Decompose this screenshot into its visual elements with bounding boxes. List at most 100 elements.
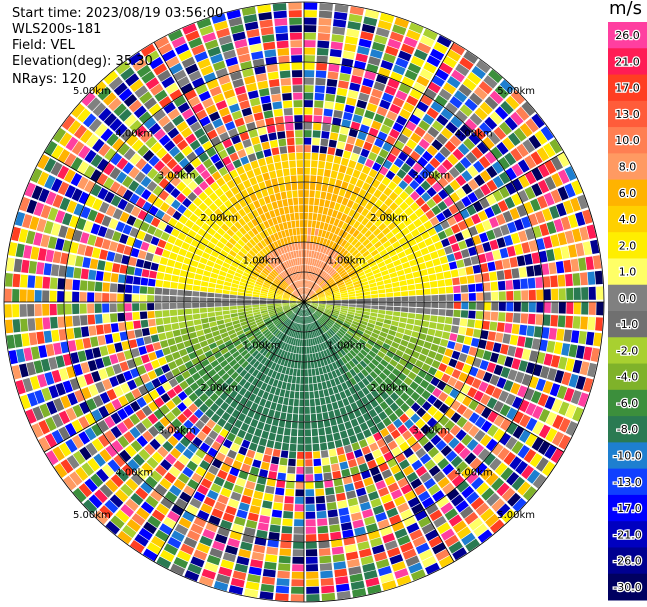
ray-gate [376, 363, 386, 372]
ray-gate [500, 100, 514, 115]
ray-gate [405, 397, 416, 407]
ray-gate [85, 442, 98, 456]
ray-gate [94, 303, 102, 313]
ray-gate [95, 381, 106, 394]
ray-gate [162, 347, 171, 356]
ray-gate [297, 182, 304, 190]
ray-gate [221, 411, 231, 422]
ray-gate [475, 462, 488, 476]
ray-gate [289, 302, 297, 305]
ray-gate [171, 395, 182, 406]
ray-gate [262, 315, 270, 321]
ray-gate [458, 326, 467, 335]
ray-gate [233, 211, 242, 221]
ray-gate [339, 288, 347, 293]
ray-gate [201, 425, 212, 436]
ray-gate [189, 497, 202, 509]
ray-gate [468, 293, 476, 301]
ray-gate [43, 220, 54, 235]
ray-gate [361, 281, 369, 287]
ray-gate [312, 313, 318, 320]
ray-gate [109, 376, 120, 388]
ray-gate [136, 435, 148, 448]
ray-gate [437, 346, 447, 355]
ray-gate [306, 579, 319, 587]
colorbar-tick-label: 17.0 [615, 82, 640, 95]
ray-gate [499, 432, 512, 446]
ray-gate [62, 239, 72, 253]
ray-gate [328, 280, 335, 286]
ray-gate [154, 310, 163, 318]
ray-gate [529, 350, 539, 363]
ray-gate [159, 416, 171, 428]
ray-gate [265, 156, 274, 165]
ray-gate [11, 226, 21, 242]
ray-gate [170, 199, 181, 210]
ray-gate [194, 248, 204, 257]
ray-gate [333, 561, 347, 570]
ray-gate [304, 167, 310, 175]
ray-gate [249, 466, 260, 476]
ray-gate [223, 456, 234, 466]
ray-gate [84, 478, 98, 493]
ray-gate [139, 91, 153, 104]
ray-gate [311, 296, 318, 300]
ray-gate [354, 355, 362, 363]
ray-gate [270, 225, 277, 234]
ray-gate [246, 332, 254, 339]
ray-gate [174, 357, 184, 367]
ray-gate [299, 316, 302, 324]
ray-gate [319, 327, 325, 334]
ray-gate [318, 296, 326, 299]
ray-gate [311, 304, 318, 308]
ray-gate [286, 288, 293, 294]
ray-gate [480, 183, 491, 196]
ray-gate [340, 326, 348, 333]
ray-gate [268, 289, 276, 293]
ray-gate [454, 129, 467, 142]
ray-gate [264, 375, 271, 384]
ray-gate [415, 313, 423, 320]
ray-gate [259, 134, 269, 143]
ray-gate [342, 475, 353, 485]
ray-gate [182, 397, 193, 407]
range-ring-label: 5.00km [497, 86, 535, 97]
ray-gate [222, 232, 232, 241]
ray-gate [117, 143, 131, 156]
ray-gate [423, 302, 431, 308]
ray-gate [484, 96, 499, 110]
ray-gate [233, 340, 242, 347]
ray-gate [128, 339, 138, 349]
ray-gate [418, 490, 431, 502]
ray-gate [219, 236, 228, 245]
ray-gate [366, 383, 375, 393]
ray-gate [528, 240, 538, 252]
ray-gate [365, 577, 380, 588]
ray-gate [314, 267, 319, 275]
ray-gate [229, 265, 237, 272]
ray-gate [558, 356, 568, 370]
ray-gate [8, 350, 18, 365]
ray-gate [361, 445, 371, 456]
ray-gate [121, 463, 135, 477]
ray-gate [341, 119, 351, 128]
ray-gate [172, 114, 185, 127]
ray-gate [193, 398, 204, 408]
ray-gate [430, 343, 439, 352]
ray-gate [470, 255, 480, 265]
ray-gate [235, 230, 244, 239]
ray-gate [254, 330, 262, 337]
ray-gate [482, 136, 495, 150]
ray-gate [346, 490, 357, 500]
ray-gate [359, 422, 369, 432]
ray-gate [304, 62, 315, 70]
ray-gate [432, 422, 443, 434]
ray-gate [292, 306, 299, 312]
ray-gate [26, 361, 36, 376]
ray-gate [477, 210, 488, 222]
ray-gate [367, 275, 375, 281]
ray-gate [279, 457, 288, 466]
ray-gate [254, 255, 262, 262]
ray-gate [344, 544, 357, 553]
ray-gate [479, 232, 489, 243]
